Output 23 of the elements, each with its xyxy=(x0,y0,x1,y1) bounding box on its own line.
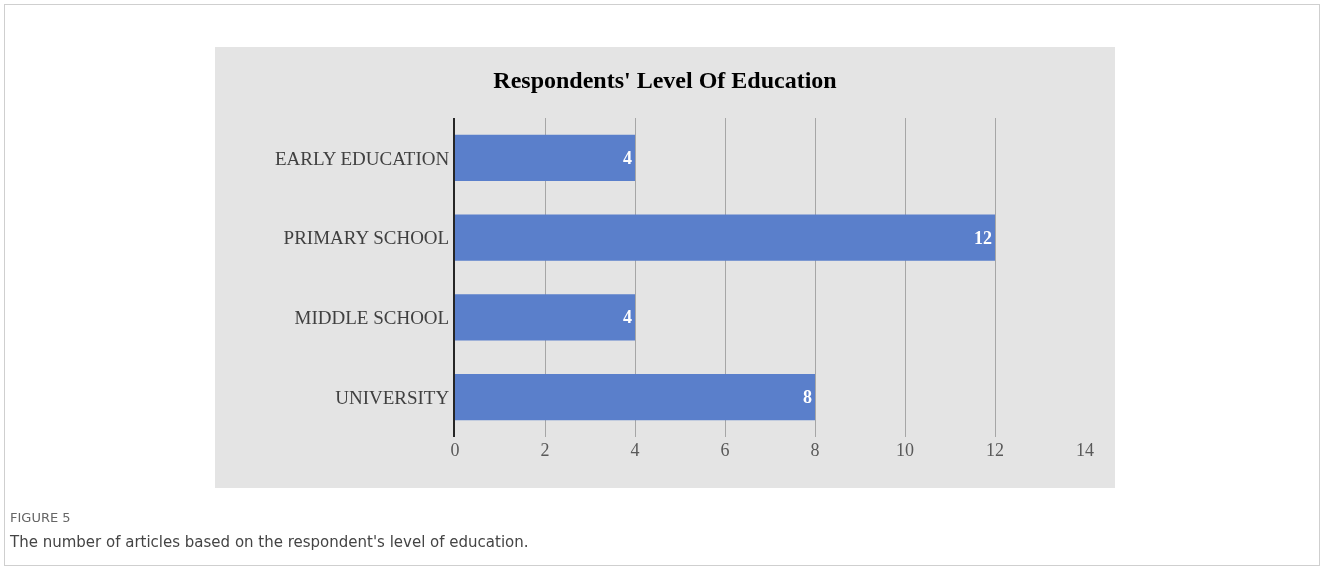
x-tick-label: 2 xyxy=(540,440,550,460)
y-tick-label: PRIMARY SCHOOL xyxy=(283,227,450,249)
bar xyxy=(455,214,995,261)
bar xyxy=(455,374,815,421)
bar xyxy=(455,134,635,181)
y-tick-label: EARLY EDUCATION xyxy=(275,147,450,169)
data-label: 4 xyxy=(623,147,632,168)
x-tick-label: 4 xyxy=(630,440,640,460)
x-tick-label: 12 xyxy=(986,440,1004,460)
x-tick-label: 0 xyxy=(450,440,460,460)
x-tick-label: 6 xyxy=(720,440,730,460)
x-tick-label: 8 xyxy=(810,440,820,460)
y-tick-label: UNIVERSITY xyxy=(335,386,450,408)
data-label: 8 xyxy=(803,387,812,408)
text: The number of articles based on the respondent's level of education. xyxy=(10,533,529,551)
data-label: 4 xyxy=(623,307,632,328)
x-tick-label: 10 xyxy=(896,440,914,460)
bar xyxy=(455,294,635,341)
x-tick-label: 14 xyxy=(1076,440,1094,460)
chart-title: Respondents' Level Of Education xyxy=(493,67,837,94)
y-tick-label: MIDDLE SCHOOL xyxy=(294,307,450,329)
caption: FIGURE 5 xyxy=(10,510,71,525)
data-label: 12 xyxy=(974,227,992,248)
